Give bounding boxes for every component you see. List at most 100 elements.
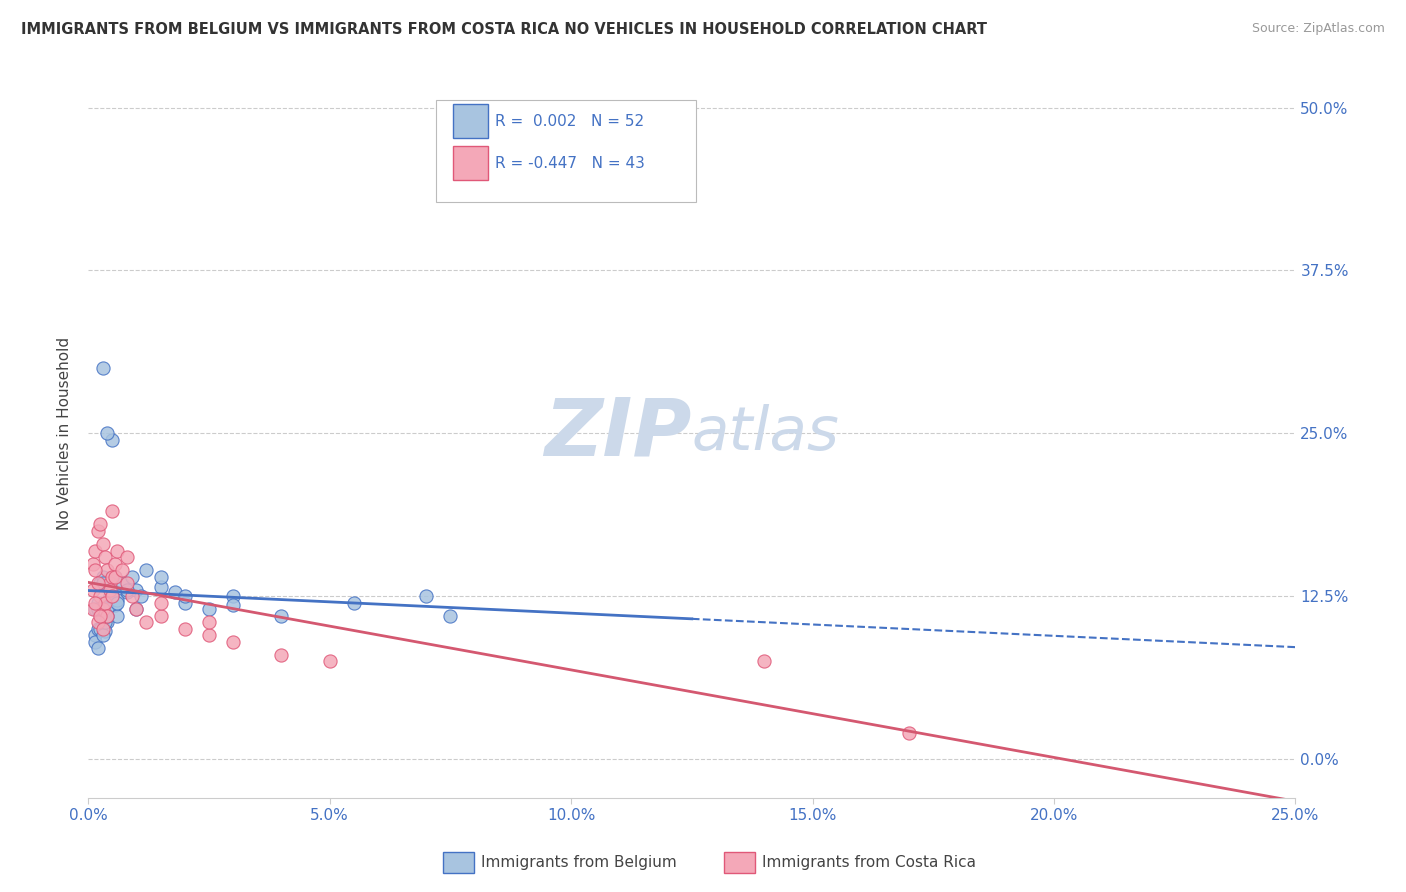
Point <box>87 524 110 538</box>
Point <box>96 608 118 623</box>
Point <box>96 563 118 577</box>
Point <box>82 582 104 597</box>
Point <box>173 622 195 636</box>
Point <box>104 599 127 613</box>
Point <box>101 433 124 447</box>
Point <box>105 608 128 623</box>
Point <box>898 726 921 740</box>
Point <box>222 599 245 613</box>
Point <box>87 641 110 656</box>
Point <box>91 361 114 376</box>
Point <box>135 615 157 630</box>
Point <box>82 602 104 616</box>
Point <box>94 624 117 639</box>
Point <box>87 615 110 630</box>
Point <box>84 628 107 642</box>
Point <box>91 611 114 625</box>
Point <box>318 654 340 668</box>
Point <box>98 582 121 597</box>
Point <box>222 634 245 648</box>
Point <box>91 622 114 636</box>
Point <box>82 557 104 571</box>
Point <box>84 543 107 558</box>
Point <box>149 569 172 583</box>
Point <box>111 576 134 591</box>
Point <box>98 576 121 591</box>
Point <box>198 628 221 642</box>
Point <box>115 585 138 599</box>
Point <box>91 537 114 551</box>
Point <box>84 596 107 610</box>
Point <box>149 596 172 610</box>
Point <box>121 569 143 583</box>
Text: Immigrants from Costa Rica: Immigrants from Costa Rica <box>762 855 976 870</box>
Point <box>87 576 110 591</box>
Point <box>198 615 221 630</box>
Point <box>149 580 172 594</box>
Point <box>135 563 157 577</box>
Point <box>439 608 461 623</box>
Point <box>84 563 107 577</box>
Text: R = -0.447   N = 43: R = -0.447 N = 43 <box>495 156 645 170</box>
Text: ZIP: ZIP <box>544 394 692 472</box>
Point <box>101 504 124 518</box>
Point <box>101 582 124 597</box>
Point <box>98 589 121 603</box>
Point <box>104 569 127 583</box>
Point <box>96 426 118 441</box>
Point <box>96 615 118 630</box>
Point <box>270 648 292 662</box>
Point <box>87 602 110 616</box>
Point <box>125 602 148 616</box>
Point <box>222 589 245 603</box>
Point <box>165 585 187 599</box>
Point <box>87 622 110 636</box>
Y-axis label: No Vehicles in Household: No Vehicles in Household <box>58 336 72 530</box>
Point <box>84 634 107 648</box>
Point <box>121 589 143 603</box>
Point <box>96 608 118 623</box>
Point <box>84 602 107 616</box>
Point <box>101 589 124 603</box>
Point <box>115 582 138 597</box>
Point <box>89 606 111 620</box>
Point <box>96 602 118 616</box>
Point <box>87 596 110 610</box>
Text: IMMIGRANTS FROM BELGIUM VS IMMIGRANTS FROM COSTA RICA NO VEHICLES IN HOUSEHOLD C: IMMIGRANTS FROM BELGIUM VS IMMIGRANTS FR… <box>21 22 987 37</box>
Point <box>343 596 366 610</box>
Text: atlas: atlas <box>692 404 839 463</box>
Point <box>105 593 128 607</box>
Point <box>125 602 148 616</box>
Point <box>111 563 134 577</box>
Point <box>89 608 111 623</box>
Point <box>198 602 221 616</box>
Point <box>91 576 114 591</box>
Point <box>89 589 111 603</box>
Point <box>754 654 776 668</box>
Point <box>105 543 128 558</box>
Point <box>89 622 111 636</box>
Point <box>173 589 195 603</box>
Point <box>91 569 114 583</box>
Point <box>94 596 117 610</box>
Point <box>125 582 148 597</box>
Point <box>104 557 127 571</box>
Point <box>98 582 121 597</box>
Point <box>101 569 124 583</box>
Point <box>115 576 138 591</box>
Point <box>105 596 128 610</box>
Text: Immigrants from Belgium: Immigrants from Belgium <box>481 855 676 870</box>
Point <box>94 615 117 630</box>
Point <box>89 517 111 532</box>
Point <box>94 549 117 564</box>
Point <box>129 589 152 603</box>
Point <box>149 608 172 623</box>
Point <box>173 596 195 610</box>
Point <box>415 589 437 603</box>
Point <box>101 589 124 603</box>
Text: R =  0.002   N = 52: R = 0.002 N = 52 <box>495 114 644 128</box>
Text: Source: ZipAtlas.com: Source: ZipAtlas.com <box>1251 22 1385 36</box>
Point <box>115 549 138 564</box>
Point <box>91 628 114 642</box>
Point <box>89 576 111 591</box>
